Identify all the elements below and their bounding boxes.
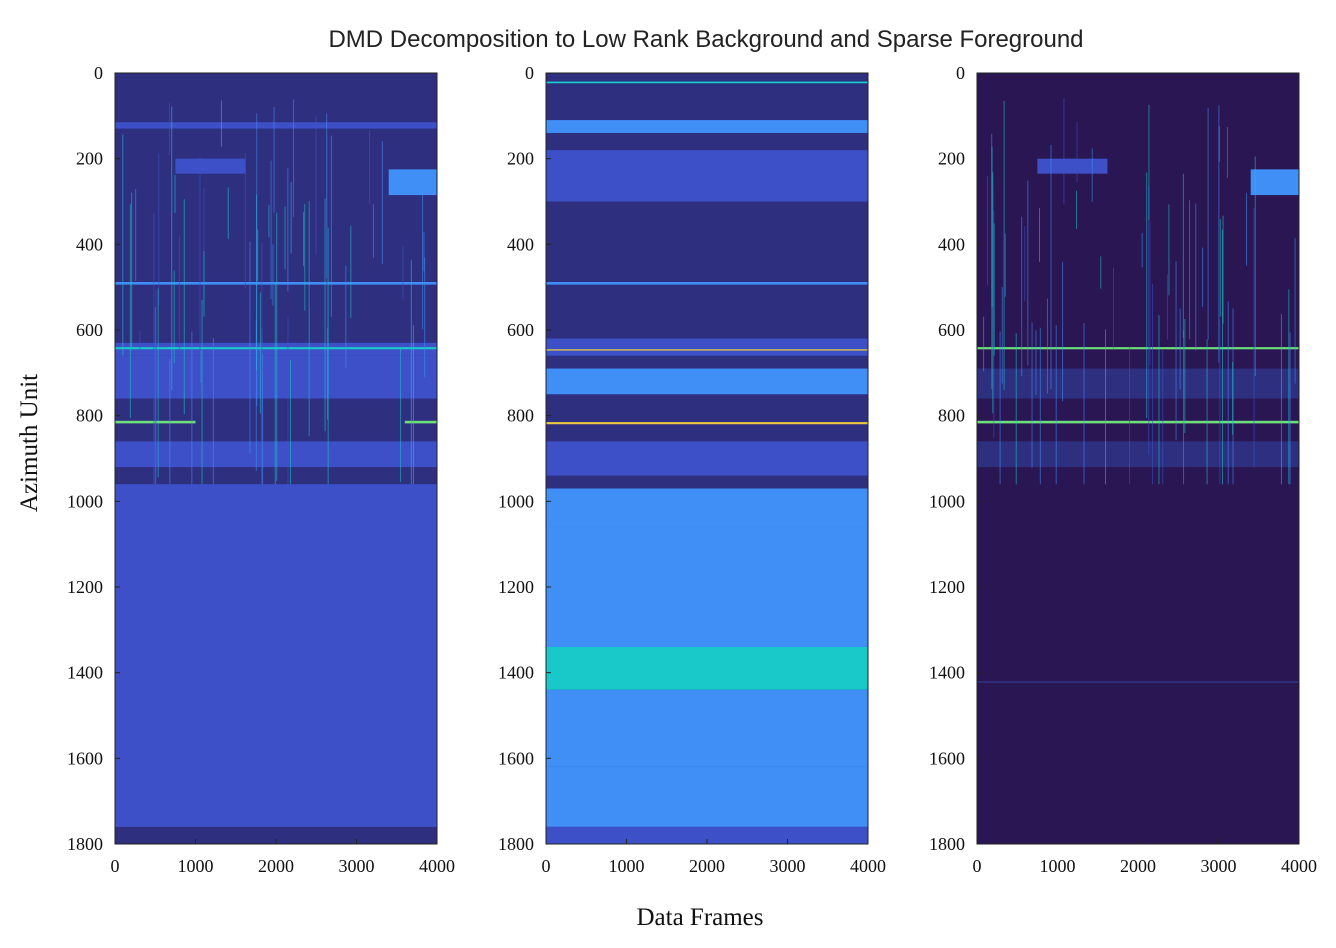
heatmap-band: [546, 488, 868, 528]
y-tick-label: 600: [507, 320, 534, 340]
y-tick-label: 600: [76, 320, 103, 340]
x-tick-label: 3000: [1201, 856, 1237, 876]
heatmap-panel-2: 0 1000 2000 3000 4000 0 200 400 600 800 1000 1200 14…: [498, 63, 886, 876]
x-axis-label: Data Frames: [636, 904, 763, 931]
x-tick-label: 4000: [1281, 856, 1317, 876]
x-tick-label: 0: [542, 856, 551, 876]
heatmap-band: [115, 629, 437, 716]
heatmap-band: [546, 689, 868, 767]
y-tick-label: 0: [94, 63, 103, 83]
x-tick-label: 4000: [419, 856, 455, 876]
heatmap-panel-3: 0 1000 2000 3000 4000 0 200 400 600 800 1000 1200 14…: [929, 63, 1317, 876]
heatmap-band: [546, 368, 868, 395]
heatmap-band: [546, 441, 868, 476]
y-tick-label: 200: [76, 149, 103, 169]
heatmap-band: [115, 342, 437, 356]
x-tick-label: 1000: [1040, 856, 1076, 876]
heatmap-band: [115, 73, 437, 121]
x-tick-label: 2000: [689, 856, 725, 876]
y-tick-label: 200: [938, 149, 965, 169]
x-tick-label: 1000: [178, 856, 214, 876]
y-tick-label: 1400: [929, 663, 965, 683]
heatmap-block: [1037, 158, 1108, 174]
y-tick-label: 1000: [67, 491, 103, 511]
y-tick-label: 1600: [498, 748, 534, 768]
heatmap-block: [388, 169, 437, 196]
x-tick-label: 2000: [1120, 856, 1156, 876]
y-tick-label: 600: [938, 320, 965, 340]
y-tick-label: 200: [507, 149, 534, 169]
y-tick-label: 1800: [67, 834, 103, 854]
heatmap-band: [977, 441, 1299, 468]
heatmap-band: [115, 128, 437, 279]
x-tick-label: 1000: [609, 856, 645, 876]
y-tick-label: 1600: [67, 748, 103, 768]
y-tick-label: 800: [76, 406, 103, 426]
y-tick-label: 1800: [929, 834, 965, 854]
y-tick-label: 1600: [929, 748, 965, 768]
heatmap-band: [977, 681, 1299, 683]
heatmap-panels: 0 1000 2000 3000 400002004006008001000120014…: [67, 63, 1317, 876]
heatmap-band: [115, 122, 437, 129]
x-tick-label: 3000: [339, 856, 375, 876]
x-tick-label: 3000: [770, 856, 806, 876]
heatmap-band: [546, 349, 868, 351]
chart-title: DMD Decomposition to Low Rank Background…: [328, 26, 1083, 53]
y-tick-label: 1400: [67, 663, 103, 683]
y-tick-label: 400: [938, 234, 965, 254]
heatmap-band: [546, 81, 868, 84]
y-tick-label: 1000: [498, 491, 534, 511]
heatmap-band: [546, 338, 868, 356]
heatmap-band: [977, 347, 1299, 350]
y-tick-label: 1400: [498, 663, 534, 683]
y-tick-label: 1800: [498, 834, 534, 854]
heatmap-block: [195, 402, 405, 433]
y-tick-label: 0: [956, 63, 965, 83]
heatmap-band: [115, 561, 437, 570]
heatmap-band: [546, 766, 868, 827]
y-tick-label: 0: [525, 63, 534, 83]
heatmap-block: [175, 158, 246, 174]
heatmap-band: [115, 441, 437, 468]
heatmap-band: [115, 355, 437, 399]
x-tick-label: 0: [111, 856, 120, 876]
y-tick-label: 400: [76, 234, 103, 254]
y-tick-label: 800: [938, 406, 965, 426]
y-tick-label: 1200: [498, 577, 534, 597]
heatmap-band: [115, 796, 437, 827]
x-tick-label: 2000: [258, 856, 294, 876]
heatmap-band: [546, 282, 868, 285]
heatmap-panel-1: 0 1000 2000 3000 4000 0 200 400 600 800 1000 1200 14…: [67, 63, 455, 876]
heatmap-band: [977, 73, 1299, 485]
y-axis-label: Azimuth Unit: [16, 374, 43, 512]
y-tick-label: 800: [507, 406, 534, 426]
y-tick-label: 1200: [67, 577, 103, 597]
y-tick-label: 1200: [929, 577, 965, 597]
heatmap-band: [546, 422, 868, 425]
heatmap-band: [115, 347, 437, 350]
heatmap-band: [546, 527, 868, 647]
x-tick-label: 4000: [850, 856, 886, 876]
heatmap-band: [546, 150, 868, 202]
y-tick-label: 400: [507, 234, 534, 254]
heatmap-band: [546, 120, 868, 133]
x-tick-label: 0: [973, 856, 982, 876]
heatmap-block: [1250, 169, 1299, 196]
y-tick-label: 1000: [929, 491, 965, 511]
heatmap-band: [546, 646, 868, 690]
heatmap-band: [977, 420, 1299, 424]
heatmap-band: [115, 282, 437, 285]
heatmap-band: [977, 368, 1299, 399]
